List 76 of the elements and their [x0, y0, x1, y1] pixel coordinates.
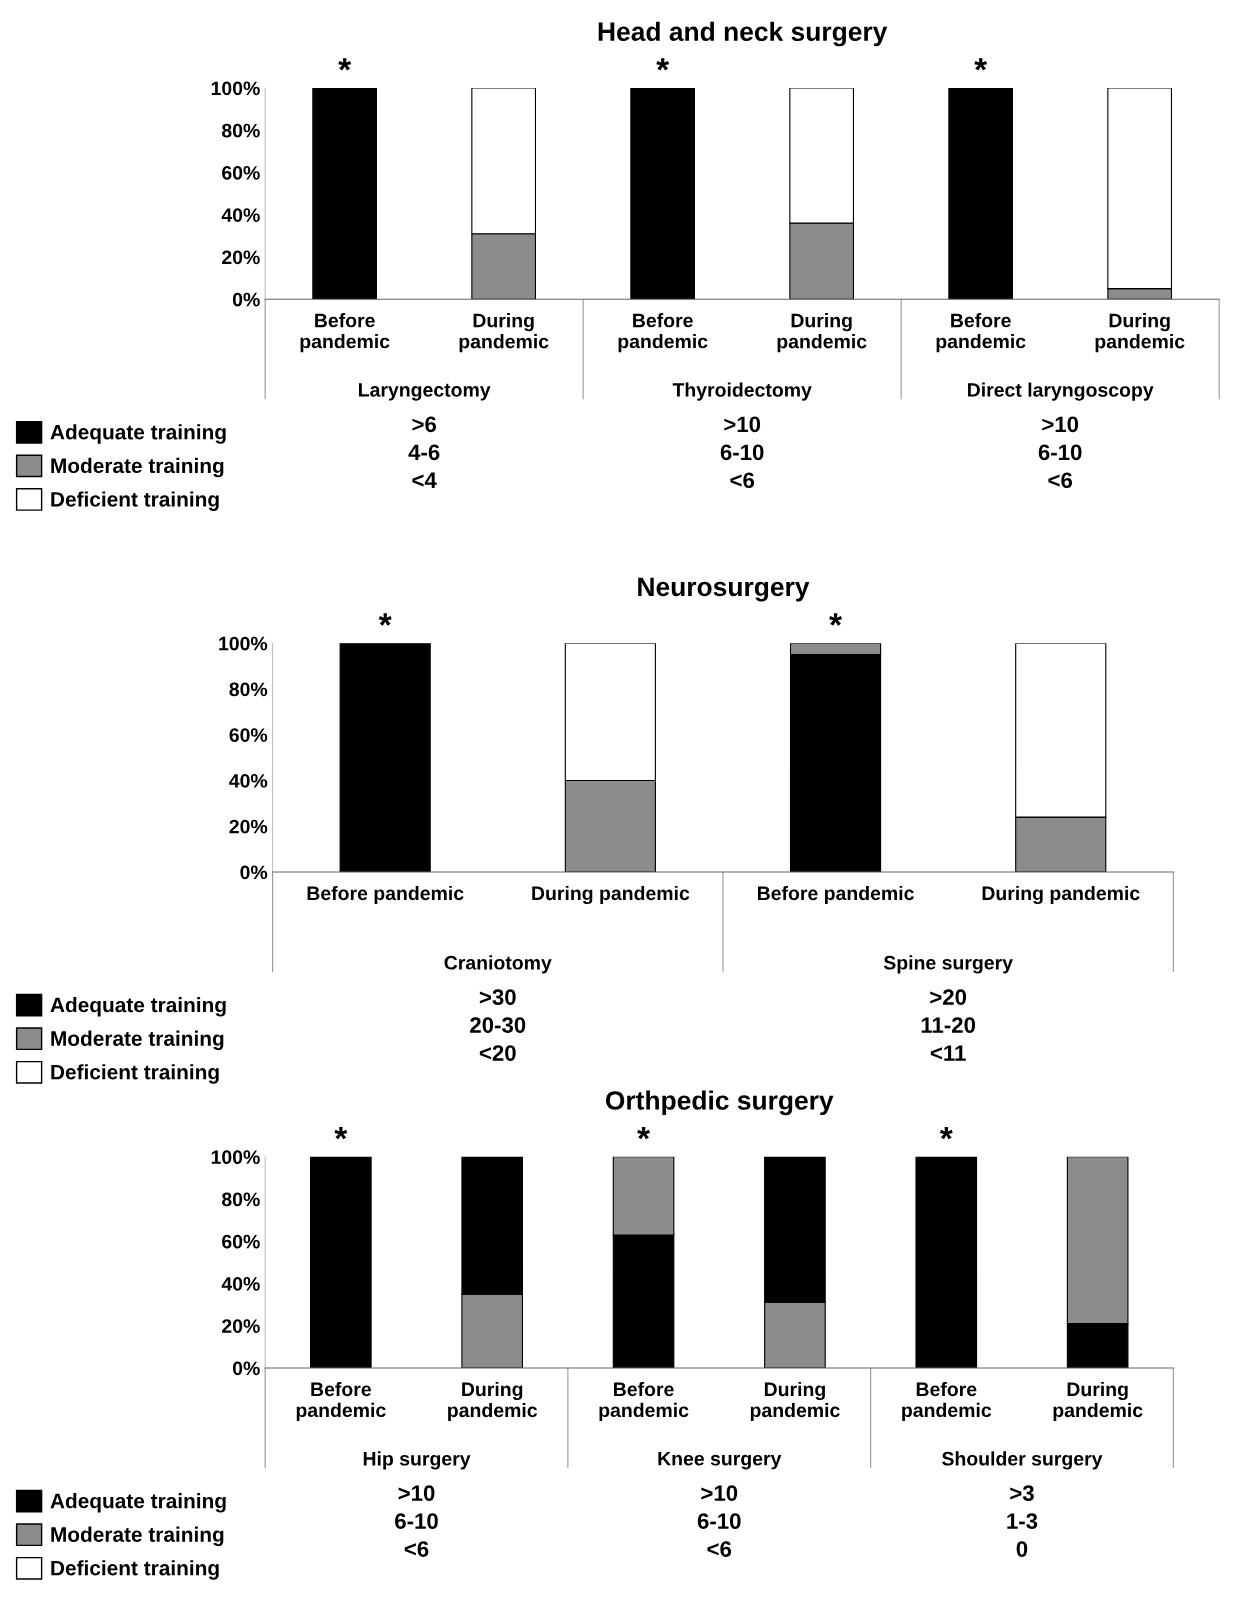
text: Hip surgery	[363, 1451, 471, 1470]
y-tick-label: 20%	[222, 1319, 260, 1333]
text: *	[338, 58, 352, 71]
text: >20 11-20 <11	[921, 989, 976, 1061]
text: >3 1-3 0	[1007, 1485, 1038, 1557]
y-tick-label: 40%	[221, 1276, 260, 1291]
text: Laryngectomy	[359, 383, 491, 401]
y-tick-label: 100%	[211, 81, 260, 96]
y-tick-label: 60%	[222, 165, 260, 180]
chart-title: Head and neck surgery	[598, 21, 888, 47]
x-tick-label: Before pandemic	[757, 885, 914, 905]
y-tick-label: 60%	[229, 728, 268, 742]
x-tick-label: During pandemic	[777, 313, 867, 353]
text: >10 6-10 <6	[1038, 416, 1082, 489]
x-tick-label: During pandemic	[1095, 313, 1185, 353]
x-tick-label: Before pandemic	[300, 313, 390, 353]
y-tick-label: 40%	[229, 773, 268, 788]
text: >10 6-10 <6	[697, 1485, 741, 1557]
text: *	[334, 1126, 348, 1140]
text: Direct laryngoscopy	[968, 382, 1154, 401]
text: *	[378, 613, 392, 626]
text: *	[974, 58, 988, 71]
x-tick-label: Before pandemic	[902, 1381, 992, 1421]
bar	[630, 88, 696, 300]
x-tick-label: During pandemic	[448, 1381, 538, 1422]
x-tick-label: Before pandemic	[307, 885, 464, 905]
y-tick-label: 20%	[222, 250, 260, 265]
text: Knee surgery	[658, 1451, 782, 1470]
bar	[339, 643, 431, 872]
text: Thyroidectomy	[672, 382, 812, 401]
y-tick-label: 20%	[229, 819, 268, 834]
x-tick-label: During pandemic	[459, 313, 549, 353]
x-tick-label: During pandemic	[982, 885, 1140, 905]
y-tick-label: 80%	[221, 123, 260, 138]
x-tick-label: Before pandemic	[936, 313, 1026, 353]
x-tick-label: During pandemic	[532, 885, 690, 905]
legend-label: Moderate training	[51, 457, 224, 478]
y-tick-label: 100%	[219, 636, 268, 651]
text: Spine surgery	[883, 955, 1013, 974]
text: Craniotomy	[444, 955, 552, 974]
y-tick-label: 40%	[221, 208, 260, 222]
text: >6 4-6 <4	[408, 416, 440, 488]
text: >10 6-10 <6	[395, 1485, 438, 1557]
text: >30 20-30 <20	[470, 989, 526, 1061]
bar	[948, 88, 1014, 300]
bar	[310, 1156, 372, 1368]
y-tick-label: 0%	[240, 865, 268, 880]
text: Shoulder surgery	[942, 1451, 1103, 1470]
y-tick-label: 60%	[222, 1234, 260, 1249]
text: *	[637, 1126, 651, 1140]
x-tick-label: Before pandemic	[618, 313, 708, 353]
y-tick-label: 80%	[221, 1192, 260, 1207]
legend-label: Adequate training	[50, 424, 226, 444]
text: *	[656, 58, 670, 71]
legend-label: Deficient training	[51, 1064, 219, 1084]
bar	[915, 1156, 978, 1368]
text: *	[939, 1126, 953, 1140]
legend-label: Adequate training	[50, 997, 226, 1017]
y-tick-label: 100%	[211, 1150, 260, 1165]
bar	[312, 88, 378, 300]
x-tick-label: During pandemic	[750, 1381, 840, 1422]
legend-label: Deficient training	[51, 1560, 219, 1580]
x-tick-label: During pandemic	[1053, 1381, 1143, 1422]
chart-title: Neurosurgery	[638, 577, 810, 602]
legend-label: Deficient training	[51, 491, 219, 511]
text: >10 6-10 <6	[720, 416, 764, 489]
y-tick-label: 80%	[229, 682, 268, 697]
legend-label: Adequate training	[50, 1493, 226, 1513]
text: *	[829, 613, 842, 626]
x-tick-label: Before pandemic	[599, 1381, 689, 1421]
y-tick-label: 0%	[232, 1361, 260, 1376]
x-tick-label: Before pandemic	[296, 1381, 386, 1421]
legend-label: Moderate training	[51, 1526, 224, 1547]
legend-label: Moderate training	[51, 1030, 224, 1051]
chart-title: Orthpedic surgery	[605, 1090, 834, 1116]
y-tick-label: 0%	[232, 292, 260, 307]
